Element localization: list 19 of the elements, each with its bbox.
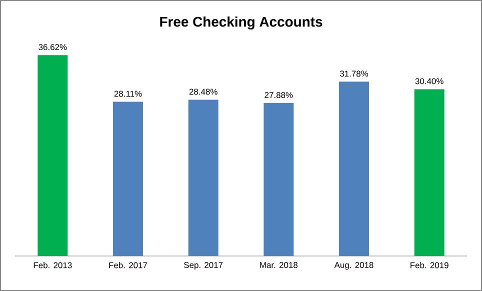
data-label: 28.11% [114,90,142,97]
x-tick-label: Feb. 2013 [34,262,72,268]
x-tick-label: Mar. 2018 [260,262,298,268]
bar [414,89,444,256]
x-tick-label: Aug. 2018 [334,262,374,270]
bar [188,100,218,256]
data-label: 30.40% [415,78,444,84]
bar [339,82,370,256]
data-label: 31.78% [340,70,368,77]
data-label: 28.48% [189,88,218,95]
x-tick-label: Feb. 2019 [410,262,448,268]
data-label: 36.62% [38,44,67,50]
bar [264,103,294,256]
data-label: 27.88% [264,92,293,98]
bar [113,102,144,256]
x-tick-label: Sep. 2017 [184,262,223,270]
chart-title: Free Checking Accounts [160,16,322,30]
bar [38,55,68,256]
x-tick-label: Feb. 2017 [109,262,148,268]
